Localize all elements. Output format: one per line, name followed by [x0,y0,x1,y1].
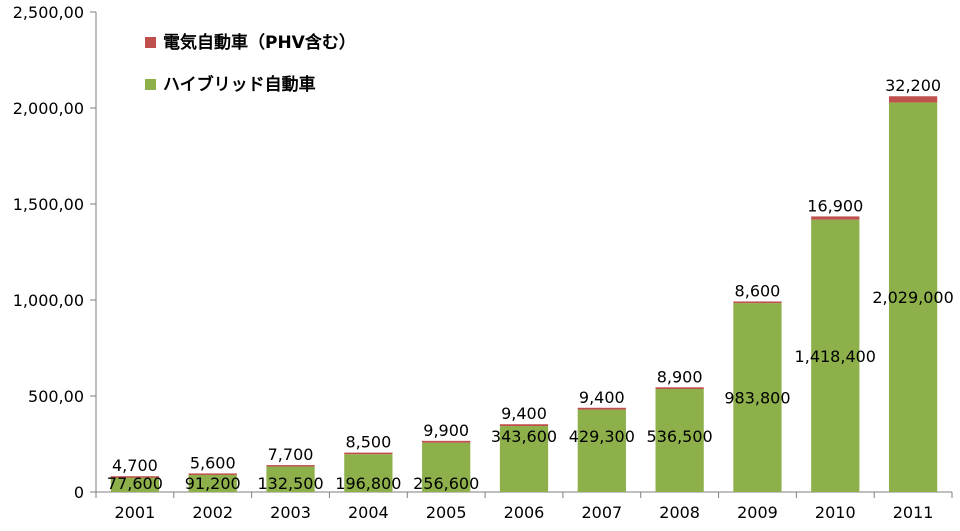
data-label-hybrid-2006: 343,600 [491,427,557,446]
bar-ev-2009 [733,301,782,304]
bar-hybrid-2002 [188,474,237,492]
data-label-ev-2009: 8,600 [735,281,781,300]
data-label-ev-2003: 7,700 [268,445,314,464]
y-tick-label: 1,500,00 [13,195,84,214]
data-label-hybrid-2008: 536,500 [647,427,713,446]
bar-hybrid-2011 [888,102,938,492]
bar-ev-2007 [577,407,626,410]
bar-ev-2006 [499,424,549,427]
x-tick-label: 2001 [115,503,156,522]
data-label-ev-2004: 8,500 [345,433,391,452]
bar-hybrid-2001 [110,477,160,492]
x-tick-label: 2010 [815,503,856,522]
bar-hybrid-2007 [577,409,626,492]
data-label-ev-2001: 4,700 [112,456,158,475]
bar-ev-2010 [811,216,860,220]
bar-ev-2008 [655,387,704,389]
x-tick-label: 2005 [426,503,467,522]
x-tick-label: 2011 [893,503,934,522]
bar-hybrid-2009 [733,303,782,492]
bar-ev-2001 [110,476,160,478]
data-label-hybrid-2009: 983,800 [724,389,790,408]
x-tick-label: 2009 [737,503,778,522]
data-label-hybrid-2007: 429,300 [569,427,635,446]
x-tick-label: 2006 [504,503,545,522]
legend-swatch-0 [145,79,156,90]
data-label-hybrid-2010: 1,418,400 [795,347,876,366]
bar-hybrid-2005 [422,442,471,492]
data-label-ev-2011: 32,200 [885,76,941,95]
y-tick-label: 1,000,00 [13,291,84,310]
data-label-ev-2007: 9,400 [579,388,625,407]
data-label-hybrid-2001: 77,600 [107,474,163,493]
bar-ev-2002 [188,473,237,475]
bar-ev-2005 [422,440,471,443]
data-label-ev-2008: 8,900 [657,367,703,386]
y-tick-label: 2,000,00 [13,99,84,118]
bar-hybrid-2010 [811,219,860,492]
legend-swatch-1 [145,37,156,48]
x-tick-label: 2003 [270,503,311,522]
legend-label-0: ハイブリッド自動車 [163,74,316,95]
data-label-hybrid-2011: 2,029,000 [872,288,953,307]
bar-hybrid-2003 [266,466,315,492]
data-label-ev-2010: 16,900 [807,196,863,215]
bar-ev-2003 [266,465,315,467]
bar-ev-2004 [344,452,393,455]
bar-hybrid-2004 [344,454,393,492]
bar-hybrid-2006 [499,426,549,492]
data-label-hybrid-2004: 196,800 [335,474,401,493]
data-label-ev-2005: 9,900 [423,421,469,440]
y-tick-label: 0 [74,483,84,502]
bar-hybrid-2008 [655,388,704,492]
data-label-hybrid-2005: 256,600 [413,474,479,493]
x-tick-label: 2008 [659,503,700,522]
y-tick-label: 2,500,00 [13,3,84,22]
x-tick-label: 2004 [348,503,389,522]
y-tick-label: 500,00 [28,387,84,406]
bar-ev-2011 [888,96,938,103]
legend-label-1: 電気自動車（PHV含む） [163,32,356,53]
data-label-hybrid-2003: 132,500 [257,474,323,493]
data-label-hybrid-2002: 91,200 [185,474,241,493]
data-label-ev-2006: 9,400 [501,404,547,423]
x-tick-label: 2007 [581,503,622,522]
x-tick-label: 2002 [192,503,233,522]
data-label-ev-2002: 5,600 [190,453,236,472]
